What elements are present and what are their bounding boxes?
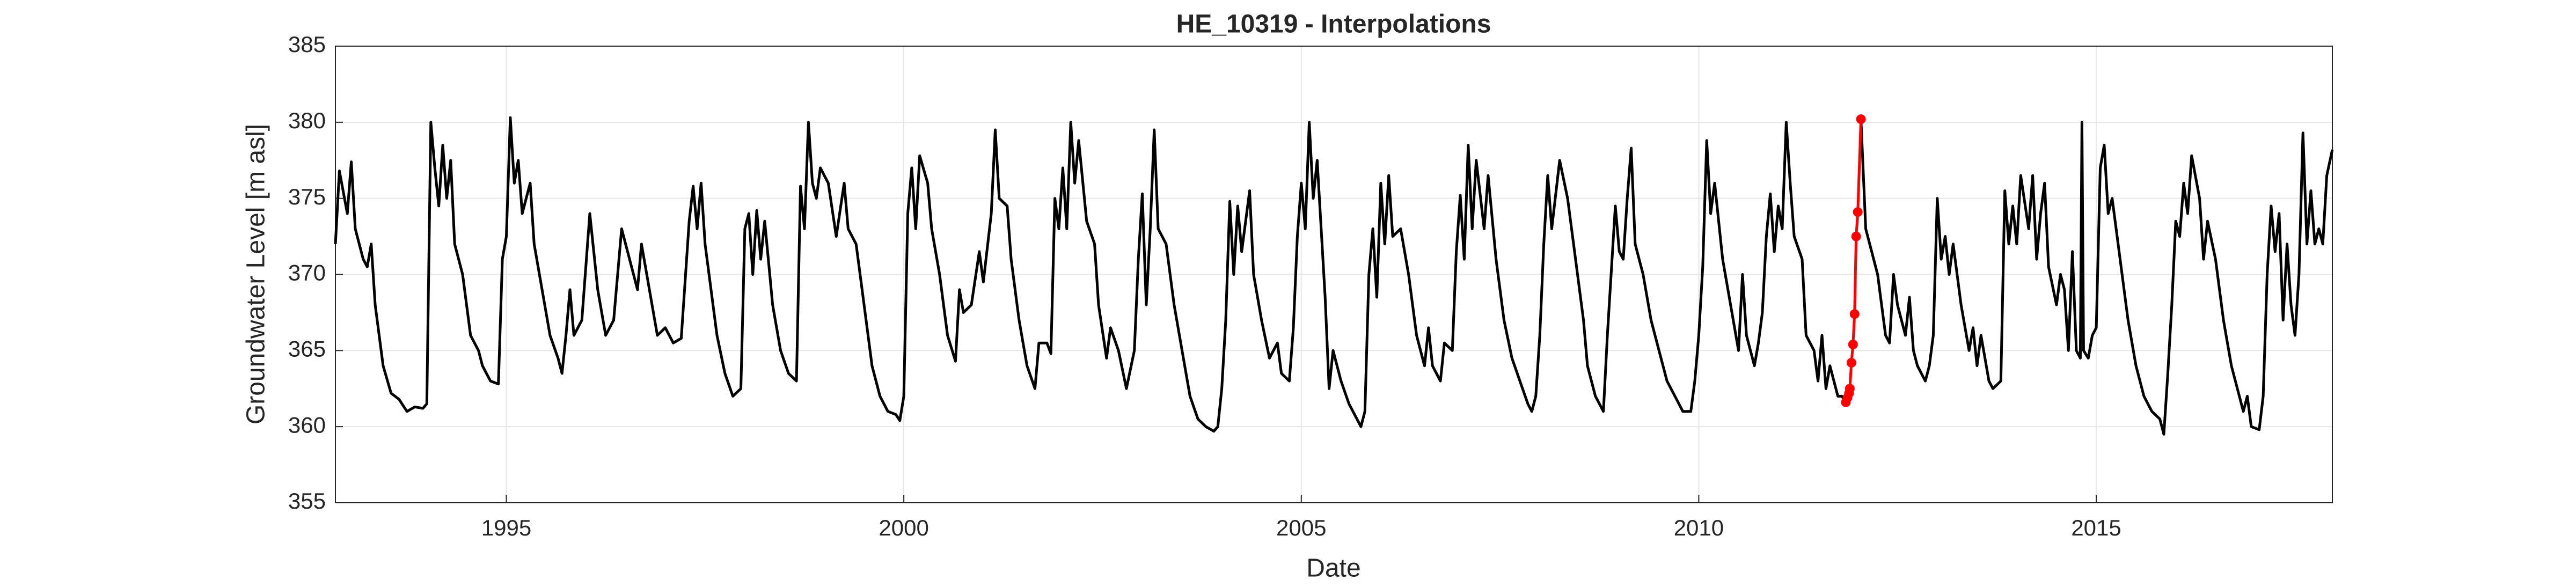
data-point	[1849, 309, 1860, 319]
y-tick-label: 355	[288, 488, 326, 513]
data-point	[1848, 339, 1858, 349]
x-tick-label: 1995	[481, 515, 531, 540]
data-point	[1845, 384, 1855, 394]
x-tick-label: 2000	[879, 515, 928, 540]
y-tick-label: 385	[288, 32, 326, 57]
data-point	[1856, 114, 1866, 124]
data-point	[1851, 231, 1861, 241]
x-tick-label: 2015	[2071, 515, 2121, 540]
y-axis-label: Groundwater Level [m asl]	[242, 124, 270, 424]
x-tick-label: 2005	[1276, 515, 1326, 540]
y-tick-label: 365	[288, 336, 326, 361]
y-tick-label: 360	[288, 412, 326, 437]
x-axis-label: Date	[1306, 554, 1360, 583]
data-point	[1853, 207, 1863, 217]
chart-title: HE_10319 - Interpolations	[1176, 10, 1491, 39]
plot-frame	[335, 46, 2333, 503]
y-tick-label: 380	[288, 108, 326, 133]
y-tick-label: 370	[288, 260, 326, 285]
data-point	[1846, 358, 1856, 368]
x-tick-label: 2010	[1674, 515, 1724, 540]
series-line	[334, 116, 2334, 436]
y-tick-label: 375	[288, 184, 326, 209]
